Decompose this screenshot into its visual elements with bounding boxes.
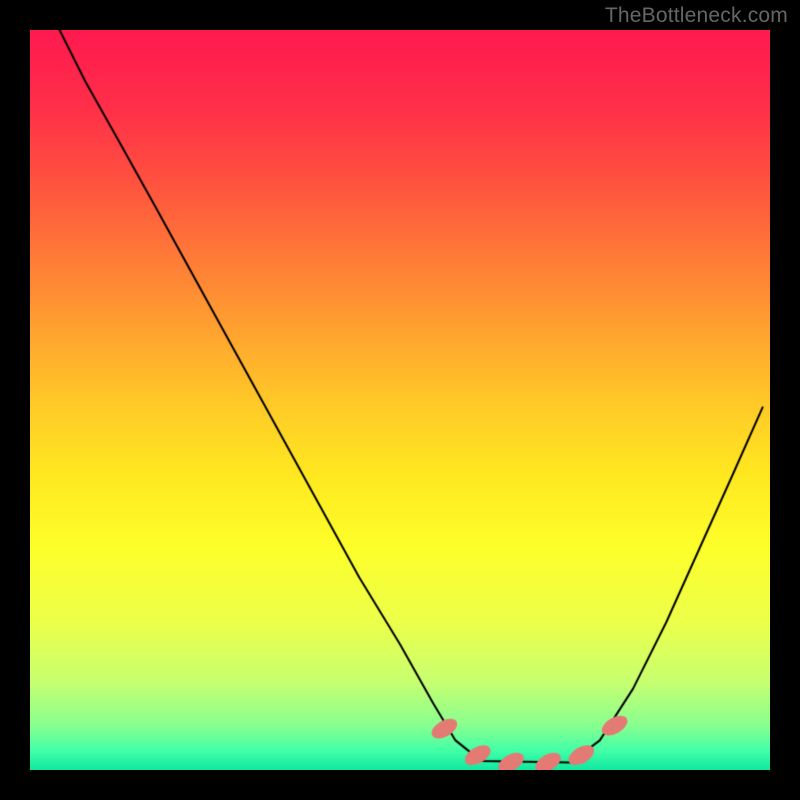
watermark-text: TheBottleneck.com bbox=[605, 4, 788, 28]
bottleneck-curve bbox=[30, 30, 770, 770]
chart-root: TheBottleneck.com bbox=[0, 0, 800, 800]
